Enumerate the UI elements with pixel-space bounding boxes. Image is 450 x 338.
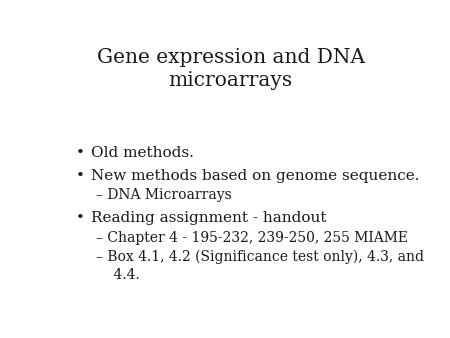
Text: Gene expression and DNA
microarrays: Gene expression and DNA microarrays: [97, 48, 365, 90]
Text: •: •: [76, 211, 84, 225]
Text: – DNA Microarrays: – DNA Microarrays: [96, 188, 232, 201]
Text: Reading assignment - handout: Reading assignment - handout: [91, 211, 327, 225]
Text: New methods based on genome sequence.: New methods based on genome sequence.: [91, 169, 419, 184]
Text: – Chapter 4 - 195-232, 239-250, 255 MIAME: – Chapter 4 - 195-232, 239-250, 255 MIAM…: [96, 231, 408, 245]
Text: Old methods.: Old methods.: [91, 146, 194, 160]
Text: •: •: [76, 146, 84, 160]
Text: •: •: [76, 169, 84, 184]
Text: – Box 4.1, 4.2 (Significance test only), 4.3, and
    4.4.: – Box 4.1, 4.2 (Significance test only),…: [96, 250, 424, 282]
